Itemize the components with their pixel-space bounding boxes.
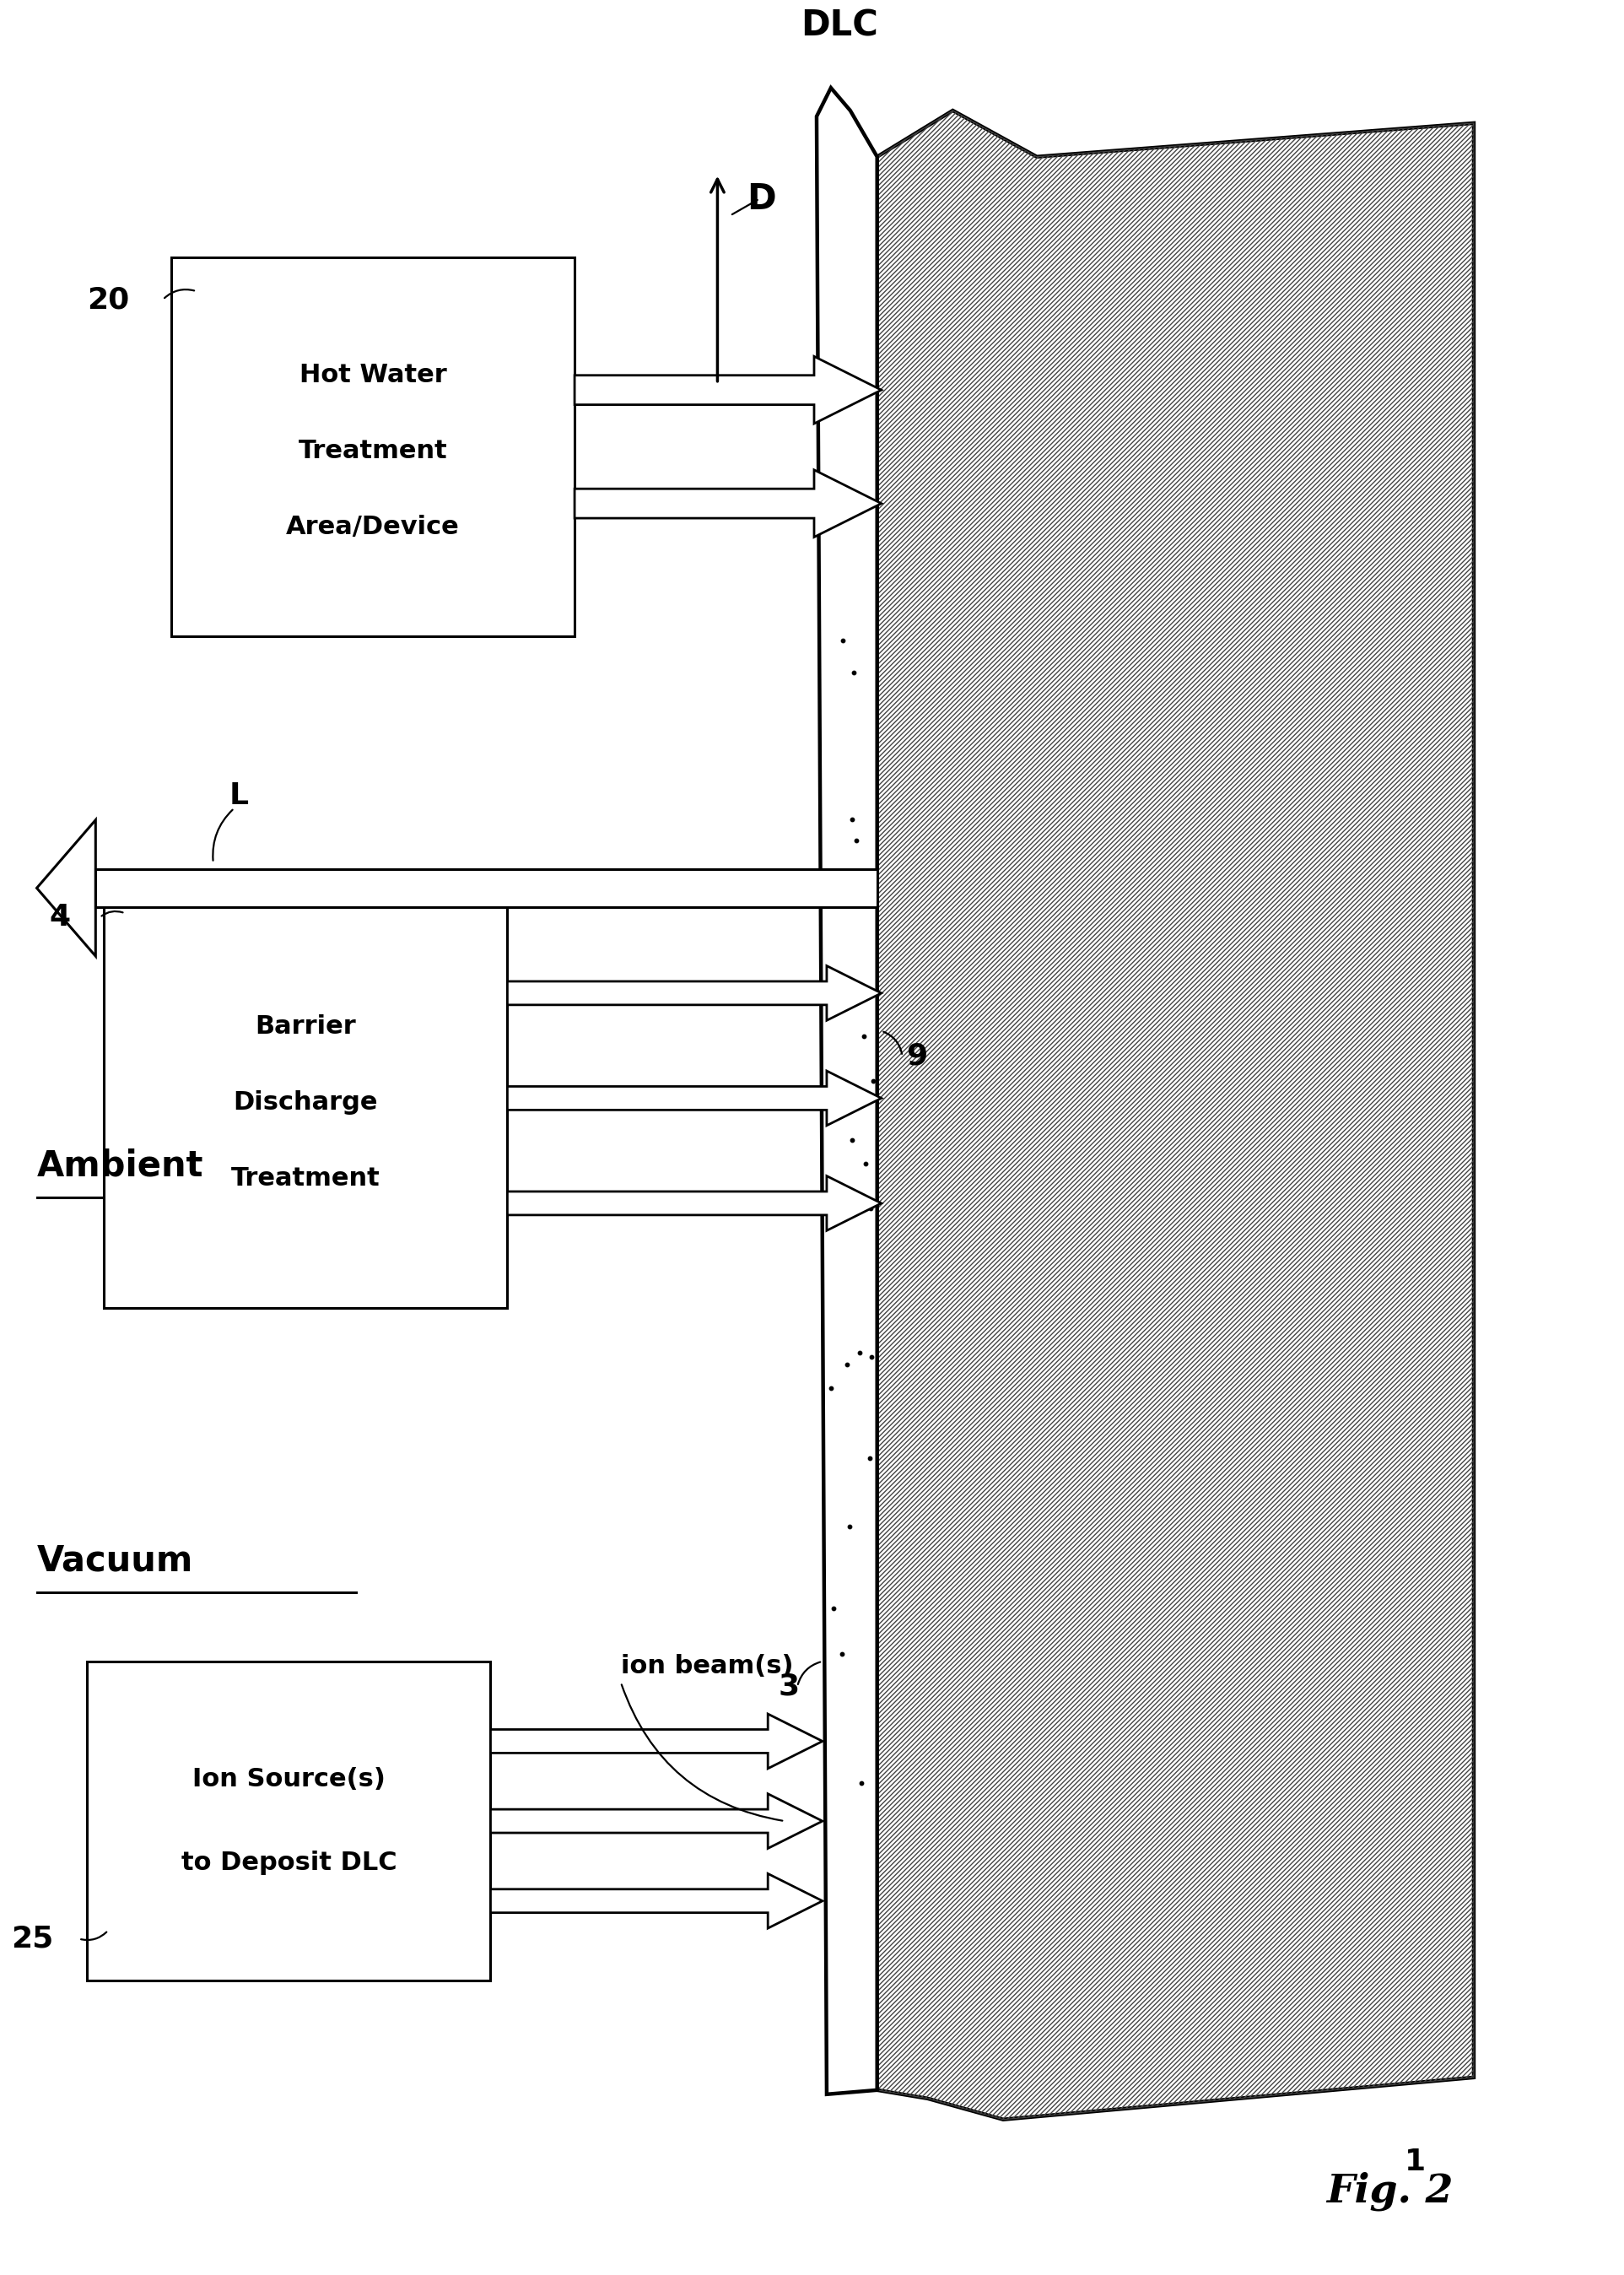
Text: 20: 20 <box>86 284 130 314</box>
Bar <box>96 869 877 908</box>
Point <box>859 1062 885 1099</box>
Polygon shape <box>490 1875 822 1929</box>
Point <box>843 821 869 858</box>
Text: Treatment: Treatment <box>231 1165 380 1190</box>
Text: D: D <box>747 182 776 216</box>
Text: to Deposit DLC: to Deposit DLC <box>180 1852 396 1875</box>
Point <box>840 801 866 837</box>
Polygon shape <box>817 89 877 2095</box>
Point <box>846 1335 872 1372</box>
Text: 3: 3 <box>778 1672 799 1702</box>
Polygon shape <box>37 819 96 955</box>
Text: Vacuum: Vacuum <box>37 1542 193 1579</box>
Point <box>851 1017 877 1053</box>
Text: Barrier: Barrier <box>255 1015 356 1040</box>
Text: Discharge: Discharge <box>234 1090 378 1115</box>
Text: Fig. 2: Fig. 2 <box>1327 2170 1453 2211</box>
Text: Ion Source(s): Ion Source(s) <box>192 1768 385 1790</box>
Polygon shape <box>507 1072 882 1126</box>
Bar <box>171 257 575 637</box>
Text: L: L <box>229 780 248 810</box>
Text: Area/Device: Area/Device <box>286 514 460 539</box>
Polygon shape <box>507 967 882 1021</box>
Polygon shape <box>575 471 882 537</box>
Point <box>820 1590 846 1627</box>
Point <box>841 655 867 692</box>
Point <box>840 1122 866 1158</box>
Point <box>849 1765 875 1802</box>
Point <box>830 621 856 657</box>
Point <box>857 1190 883 1226</box>
Point <box>820 498 846 535</box>
Polygon shape <box>490 1793 822 1847</box>
Point <box>818 1370 844 1406</box>
Polygon shape <box>507 1176 882 1231</box>
Text: ion beam(s): ion beam(s) <box>620 1654 794 1679</box>
Polygon shape <box>877 111 1475 2120</box>
Point <box>827 974 853 1010</box>
Point <box>853 1147 879 1183</box>
Text: DLC: DLC <box>801 7 879 43</box>
Text: Treatment: Treatment <box>299 439 448 464</box>
Point <box>836 1508 862 1545</box>
Point <box>857 1440 883 1476</box>
Polygon shape <box>490 1713 822 1768</box>
Text: 4: 4 <box>49 903 70 933</box>
Text: Ambient: Ambient <box>37 1147 203 1183</box>
Text: 25: 25 <box>11 1925 54 1954</box>
Bar <box>104 887 507 1308</box>
Point <box>833 1347 859 1383</box>
Text: Hot Water: Hot Water <box>299 364 447 387</box>
Text: 1: 1 <box>1405 2148 1426 2175</box>
Point <box>836 369 862 405</box>
Polygon shape <box>575 357 882 423</box>
Text: 9: 9 <box>906 1042 927 1072</box>
Point <box>820 1163 846 1199</box>
Point <box>859 1338 885 1374</box>
Point <box>828 1636 854 1672</box>
Bar <box>88 1661 490 1982</box>
